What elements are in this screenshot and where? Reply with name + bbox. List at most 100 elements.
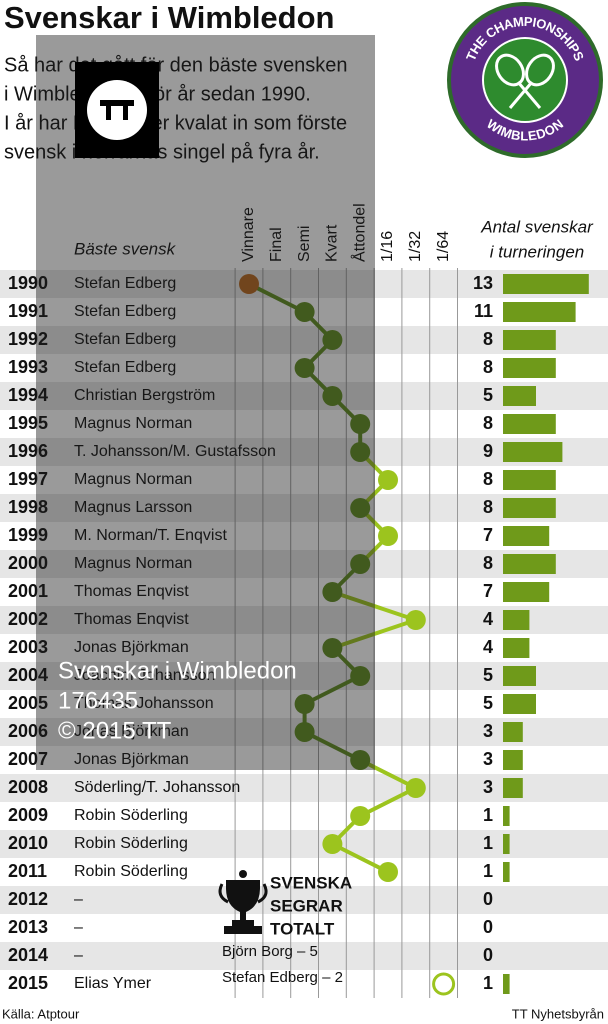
player-name: Stefan Edberg [74,331,176,348]
round-dot [294,722,315,742]
player-name: Stefan Edberg [74,359,176,376]
connector [248,282,306,314]
year: 2008 [8,777,48,797]
trophy-heading: SEGRAR [270,896,343,915]
trophy-heading: SVENSKA [270,873,352,892]
count-label: 5 [483,665,493,685]
round-dot [350,750,371,770]
count-bar [503,274,589,294]
count-label: 7 [483,525,493,545]
player-name: Jonas Björkman [74,751,189,768]
player-name: Stefan Edberg [74,303,176,320]
year: 2014 [8,945,48,965]
year: 2009 [8,805,48,825]
count-bar [503,806,510,826]
count-bar [503,442,563,462]
year: 1998 [8,497,48,517]
year: 1995 [8,413,48,433]
year: 1990 [8,273,48,293]
round-dot [239,274,259,294]
year: 2002 [8,609,48,629]
round-dot [294,302,315,322]
connector [359,786,417,818]
count-label: 1 [483,973,493,993]
player-name: Jonas Björkman [74,639,189,656]
count-label: 3 [483,721,493,741]
year: 2001 [8,581,48,601]
round-dot [405,610,426,630]
count-label: 8 [483,329,493,349]
player-name: M. Norman/T. Enqvist [74,527,227,544]
round-dot [322,638,343,658]
connector [303,730,362,762]
count-bar [503,386,536,406]
year: 1996 [8,441,48,461]
connector [331,842,389,874]
player-name: Robin Söderling [74,807,188,824]
connector [331,590,417,622]
player-name: Magnus Larsson [74,499,192,516]
year: 1992 [8,329,48,349]
count-bar [503,358,556,378]
player-name: Christian Bergström [74,387,215,404]
year: 2015 [8,973,48,993]
count-label: 8 [483,553,493,573]
count-label: 11 [474,301,493,321]
column-header: Bäste svensk [74,239,177,258]
round-header: 1/32 [407,231,424,262]
year: 2006 [8,721,48,741]
year: 2003 [8,637,48,657]
count-bar [503,750,523,770]
count-bar [503,330,556,350]
year: 2012 [8,889,48,909]
count-label: 4 [483,637,493,657]
round-dot [350,666,371,686]
count-bar [503,582,550,602]
count-label: 8 [483,469,493,489]
count-bar [503,302,576,322]
player-name: Robin Söderling [74,863,188,880]
player-name: Elias Ymer [74,975,152,992]
count-label: 0 [483,889,493,909]
round-header: 1/64 [435,231,452,262]
year: 2000 [8,553,48,573]
source: Källa: Atptour [2,1006,80,1021]
player-name: Söderling/T. Johansson [74,779,240,796]
player-name: Joachim Johansson [74,667,215,684]
round-dot [322,834,343,854]
count-bar [503,526,550,546]
credit: TT Nyhetsbyrån [512,1006,604,1021]
year: 1991 [8,301,48,321]
trophy-heading: TOTALT [270,919,335,938]
player-name: Robin Söderling [74,835,188,852]
column-header: Antal svenskar [480,217,594,236]
round-dot [322,582,343,602]
year: 2004 [8,665,48,685]
column-header: i turneringen [490,242,585,261]
round-header: Kvart [324,224,341,262]
count-bar [503,498,556,518]
round-dot [378,470,398,490]
watermark-text: 176435 [58,687,138,714]
count-label: 1 [483,805,493,825]
count-label: 7 [483,581,493,601]
count-label: 3 [483,749,493,769]
year: 2011 [8,861,47,881]
player-name: Thomas Johansson [74,695,214,712]
round-dot [350,498,371,518]
round-dot [350,414,371,434]
player-name: Magnus Norman [74,555,192,572]
count-label: 3 [483,777,493,797]
round-dot [294,694,315,714]
trophy-line: Stefan Edberg – 2 [222,969,343,986]
connector [359,758,417,790]
year: 2013 [8,917,48,937]
round-dot [350,806,371,826]
player-name: – [74,919,83,936]
round-dot [322,386,343,406]
count-label: 1 [483,861,493,881]
row-stripe [0,886,608,914]
round-dot [350,442,371,462]
count-bar [503,834,510,854]
